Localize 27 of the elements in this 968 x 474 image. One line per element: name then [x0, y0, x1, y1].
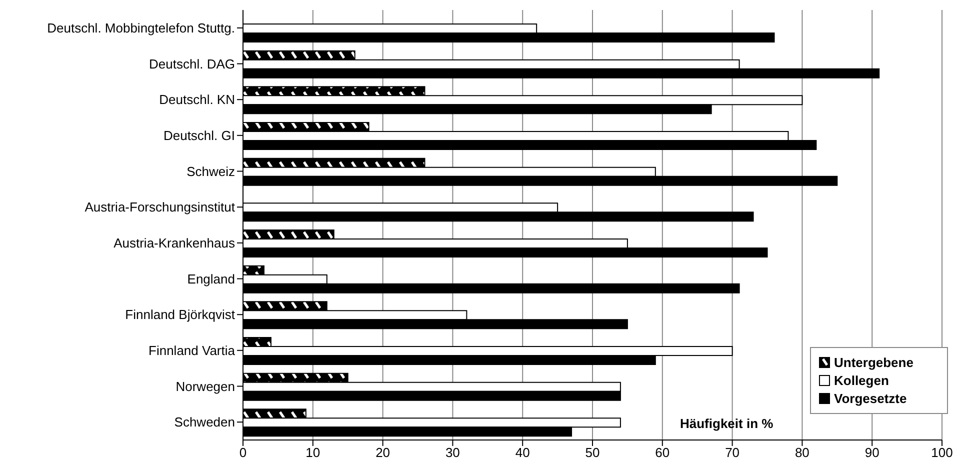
x-tick-label: 50	[585, 445, 600, 460]
x-tick-label: 10	[306, 445, 320, 460]
y-tick-label: Schweiz	[186, 164, 235, 179]
y-tick-label: Deutschl. KN	[159, 92, 235, 108]
x-tick-label: 70	[725, 445, 740, 460]
legend-label: Kollegen	[834, 373, 889, 388]
y-tick-label: Deutschl. DAG	[149, 56, 235, 72]
x-tick-label: 90	[864, 445, 880, 460]
x-tick-label: 100	[931, 445, 953, 460]
x-axis-title: Häufigkeit in %	[680, 416, 774, 431]
x-tick-label: 40	[515, 445, 530, 460]
y-tick-label: Austria-Forschungsinstitut	[84, 200, 236, 215]
x-tick-label: 80	[794, 445, 810, 460]
legend-label: Vorgesetzte	[834, 391, 907, 406]
y-tick-label: Schweden	[174, 414, 235, 430]
y-tick-label: Finnland Björkqvist	[125, 307, 236, 322]
y-tick-label: Deutschl. Mobbingtelefon Stuttg.	[47, 20, 235, 36]
x-tick-label: 0	[239, 445, 247, 460]
y-tick-label: Deutschl. GI	[163, 128, 235, 144]
legend-label: Untergebene	[834, 355, 914, 370]
y-tick-label: Austria-Krankenhaus	[114, 236, 236, 251]
y-tick-label: Norwegen	[176, 378, 235, 394]
x-tick-label: 30	[445, 445, 460, 460]
x-tick-label: 60	[655, 445, 670, 460]
x-tick-label: 20	[376, 445, 390, 460]
y-tick-label: England	[187, 271, 235, 286]
y-tick-label: Finnland Vartia	[148, 343, 236, 358]
